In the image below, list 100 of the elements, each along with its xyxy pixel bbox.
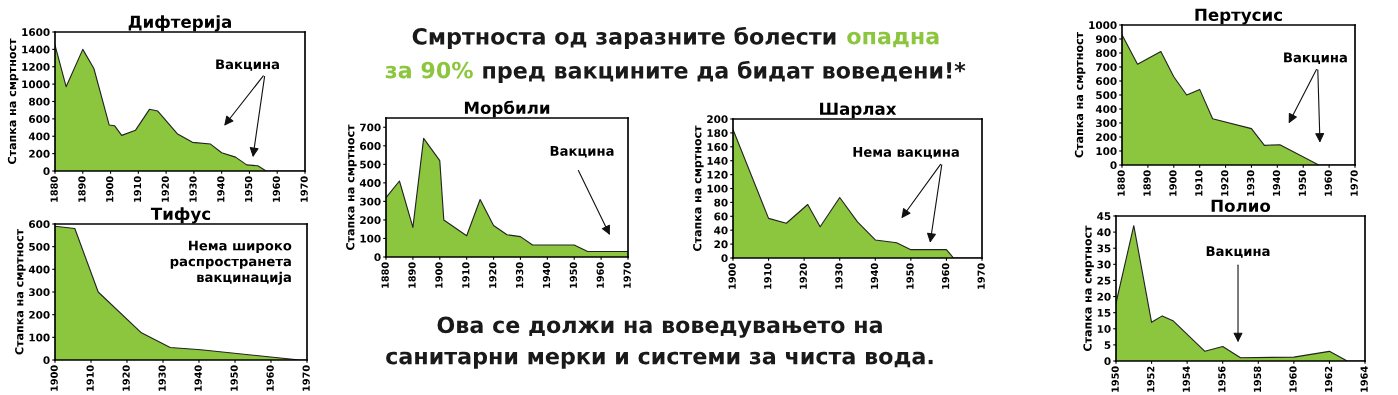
x-tick-label: 1952	[1147, 366, 1155, 392]
x-tick-label: 1970	[977, 263, 985, 289]
y-tick-label: 700	[1096, 63, 1117, 72]
x-tick-label: 1910	[462, 262, 470, 288]
text: санитарни мерки и системи за чиста вода.	[386, 351, 933, 369]
y-tick-label: 20	[1097, 292, 1111, 301]
x-tick-label: 1880	[50, 176, 58, 202]
x-tick-label: 1950	[244, 176, 253, 202]
y-tick-label: 1000	[1089, 21, 1117, 30]
y-tick-label: 20	[714, 240, 728, 249]
y-axis-title: Стапка на смртност	[7, 38, 19, 165]
x-tick-label: 1880	[381, 262, 389, 288]
y-axis-title: Стапка на смртност	[346, 124, 357, 251]
x-tick-label: 1910	[1195, 170, 1203, 196]
chart-title: Шарлах	[820, 102, 897, 119]
y-tick-label: 0	[43, 356, 50, 365]
y-tick-label: 120	[707, 170, 728, 179]
x-tick-label: 1910	[133, 176, 142, 202]
text: за 90%	[385, 61, 473, 79]
y-tick-label: 600	[360, 142, 381, 150]
x-tick-label: 1930	[835, 263, 843, 289]
y-tick-label: 800	[1096, 49, 1117, 58]
text: опадна	[847, 31, 939, 48]
y-tick-label: 25	[1097, 276, 1111, 285]
y-axis-title: Стапка на смртност	[1074, 31, 1086, 158]
y-tick-label: 180	[707, 129, 728, 138]
y-tick-label: 1600	[22, 28, 50, 37]
y-tick-label: 140	[707, 156, 728, 165]
x-tick-label: 1910	[86, 365, 94, 391]
y-tick-label: 10	[1097, 325, 1111, 333]
chart-title: Полио	[1211, 199, 1271, 213]
x-tick-label: 1900	[1169, 170, 1177, 196]
y-tick-label: 500	[1096, 91, 1117, 100]
x-tick-label: 1930	[189, 176, 197, 202]
x-tick-label: 1950	[230, 365, 238, 391]
y-tick-label: 1400	[22, 45, 50, 54]
y-tick-label: 300	[29, 288, 50, 297]
y-tick-label: 200	[29, 149, 50, 158]
y-tick-label: 200	[1096, 133, 1117, 142]
x-tick-label: 1954	[1182, 366, 1190, 392]
annotation: Нема вакцина	[853, 147, 959, 159]
y-tick-label: 35	[1097, 244, 1111, 253]
y-tick-label: 200	[707, 115, 728, 124]
y-tick-label: 100	[360, 234, 381, 243]
x-tick-label: 1890	[78, 176, 86, 202]
y-axis-title: Стапка на смртност	[1083, 225, 1094, 352]
x-tick-label: 1960	[1289, 366, 1297, 392]
text: пред вакцините да бидат воведени!*	[483, 60, 966, 84]
chart-title: Дифтерија	[128, 15, 231, 32]
x-tick-label: 1900	[728, 263, 736, 289]
y-tick-label: 0	[43, 167, 50, 176]
x-tick-label: 1890	[1143, 170, 1151, 196]
y-tick-label: 80	[714, 198, 728, 207]
x-tick-label: 1960	[941, 263, 950, 289]
x-tick-label: 1920	[161, 176, 169, 202]
x-tick-label: 1970	[623, 262, 631, 288]
y-tick-label: 40	[1097, 228, 1111, 237]
x-tick-label: 1956	[1218, 366, 1226, 392]
y-tick-label: 400	[1095, 105, 1117, 114]
annotation: Вакцина	[550, 146, 614, 158]
chart-title: Пертусис	[1195, 8, 1282, 25]
x-tick-label: 1900	[435, 262, 443, 288]
y-tick-label: 1000	[22, 80, 50, 89]
x-tick-label: 1960	[272, 176, 281, 202]
y-tick-label: 5	[1104, 341, 1111, 349]
y-tick-label: 40	[714, 226, 728, 235]
y-tick-label: 0	[721, 254, 728, 263]
y-axis-title: Стапка на смртност	[15, 228, 26, 355]
x-tick-label: 1970	[300, 176, 308, 202]
text: Смртноста од заразните болести	[412, 26, 836, 50]
annotation: Вакцина	[1284, 52, 1347, 65]
y-tick-label: 600	[1096, 77, 1117, 86]
x-tick-label: 1950	[1111, 366, 1119, 392]
y-tick-label: 1200	[22, 62, 50, 71]
x-tick-label: 1970	[302, 365, 310, 391]
y-tick-label: 400	[28, 132, 50, 141]
x-tick-label: 1960	[266, 365, 274, 391]
chart-title: Морбили	[464, 100, 550, 118]
y-tick-label: 100	[707, 184, 728, 193]
x-tick-label: 1930	[158, 365, 166, 391]
x-tick-label: 1940	[542, 262, 551, 288]
annotation: Нема широко распространета вакцинација	[170, 240, 292, 285]
y-tick-label: 100	[1096, 147, 1117, 156]
y-tick-label: 700	[360, 123, 381, 132]
x-tick-label: 1930	[515, 262, 524, 288]
x-tick-label: 1958	[1253, 366, 1262, 392]
y-tick-label: 45	[1097, 212, 1111, 221]
y-axis-title: Стапка на смртност	[693, 125, 704, 252]
x-tick-label: 1960	[1324, 170, 1332, 196]
x-tick-label: 1940	[217, 176, 225, 202]
y-tick-label: 400	[28, 265, 50, 274]
x-tick-label: 1920	[799, 263, 807, 289]
y-tick-label: 0	[1110, 161, 1117, 170]
x-tick-label: 1890	[408, 262, 416, 288]
y-tick-label: 600	[29, 115, 50, 123]
x-tick-label: 1900	[106, 176, 114, 202]
x-tick-label: 1950	[906, 263, 914, 289]
x-tick-label: 1940	[870, 263, 879, 289]
x-tick-label: 1964	[1360, 366, 1368, 392]
x-tick-label: 1910	[764, 263, 772, 289]
